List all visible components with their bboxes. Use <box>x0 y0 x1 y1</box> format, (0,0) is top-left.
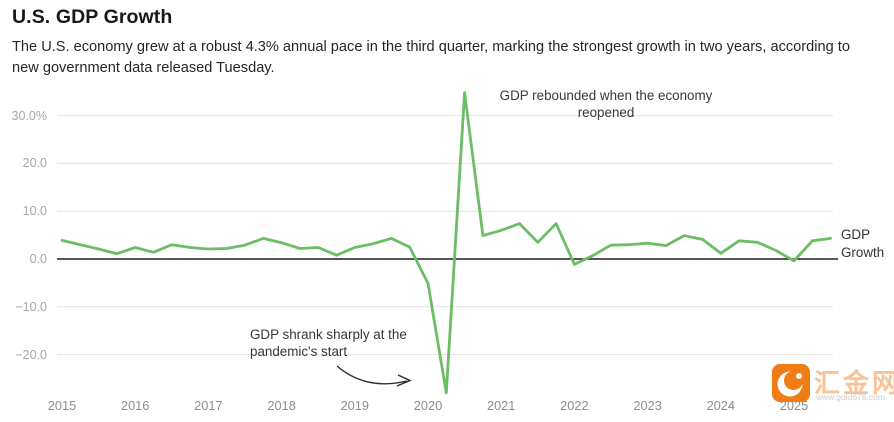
series-end-label: GDP Growth <box>841 227 885 260</box>
chart-title: U.S. GDP Growth <box>12 6 173 28</box>
annotation-arrow <box>336 365 412 387</box>
x-tick-label: 2021 <box>486 398 516 413</box>
y-tick-label: 20.0 <box>22 156 47 171</box>
y-tick-label: −10.0 <box>15 299 47 314</box>
y-tick-label: 30.0% <box>11 108 47 123</box>
x-tick-label: 2024 <box>706 398 736 413</box>
x-tick-label: 2018 <box>267 398 296 413</box>
y-tick-label: 10.0 <box>22 204 47 219</box>
gdp-growth-line <box>60 91 832 395</box>
x-tick-label: 2023 <box>633 398 662 413</box>
y-tick-label: −20.0 <box>15 347 47 362</box>
watermark-url-text: www.gold678.com <box>816 392 885 402</box>
chart-subtitle: The U.S. economy grew at a robust 4.3% a… <box>12 39 850 76</box>
x-tick-label: 2016 <box>120 398 150 413</box>
x-tick-label: 2015 <box>47 398 77 413</box>
watermark-brand-text: 汇金网 <box>814 368 894 398</box>
x-tick-label: 2019 <box>340 398 370 413</box>
x-tick-label: 2017 <box>194 398 223 413</box>
y-tick-label: 0.0 <box>29 252 47 266</box>
x-tick-label: 2022 <box>560 398 589 413</box>
brand-logo-icon <box>772 364 810 402</box>
gridlines <box>57 115 838 356</box>
chart-annotation: GDP shrank sharply at the pandemic's sta… <box>250 327 407 359</box>
chart-annotation: GDP rebounded when the economy reopened <box>499 88 713 120</box>
x-tick-label: 2020 <box>413 398 443 413</box>
